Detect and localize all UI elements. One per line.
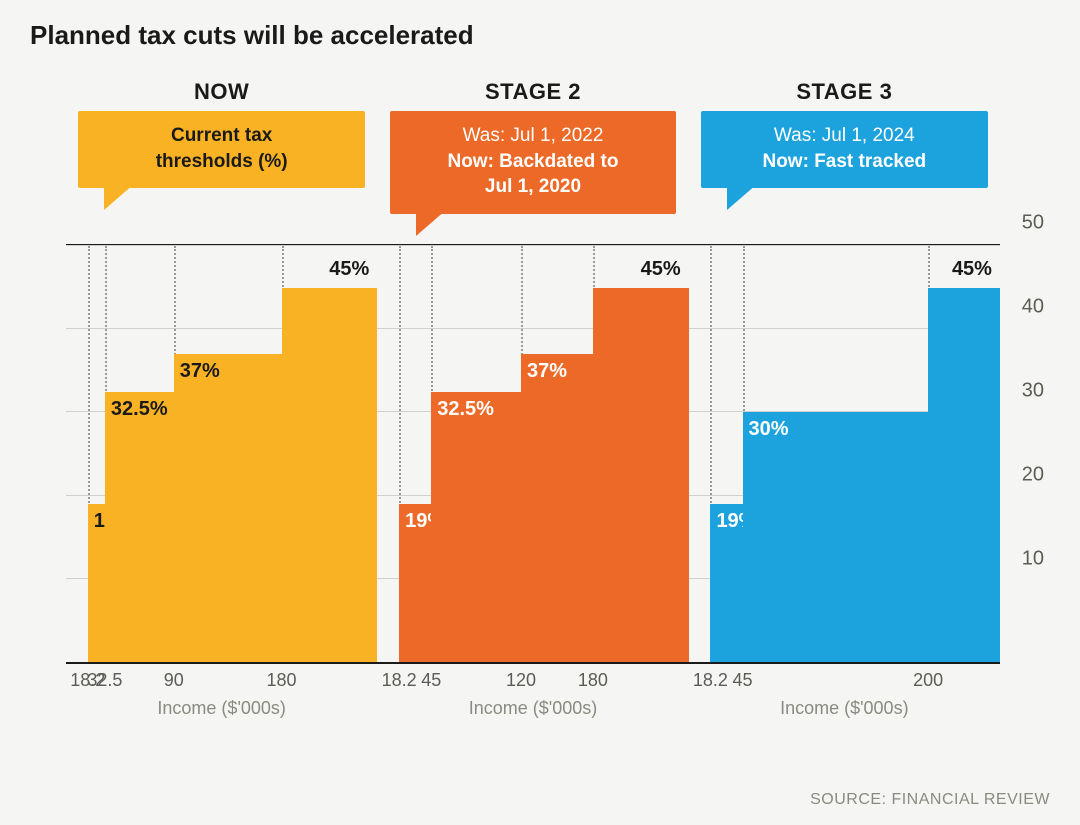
bubble-tail-icon xyxy=(104,184,134,210)
stage-bubble-stage3: Was: Jul 1, 2024Now: Fast tracked xyxy=(701,111,987,188)
x-tick-label: 180 xyxy=(267,670,297,691)
x-tick-label: 90 xyxy=(164,670,184,691)
tax-bracket-bar: 45% xyxy=(593,288,689,662)
x-tick-label: 180 xyxy=(578,670,608,691)
plot-area: 19% 32.5% 37% 45% xyxy=(66,244,377,664)
chart-panels-row: 19%32.5%37%45%18.232.590180Income ($'000… xyxy=(30,244,1050,719)
x-axis-ticks: 18.245 120 180 xyxy=(377,670,688,696)
chart-title: Planned tax cuts will be accelerated xyxy=(30,20,1050,51)
tax-bracket-bar: 30% xyxy=(743,412,929,662)
x-axis-label: Income ($'000s) xyxy=(689,698,1000,719)
x-axis-ticks: 18.232.590180 xyxy=(66,670,377,696)
tax-bracket-bar: 37% xyxy=(174,354,282,662)
x-tick-label: 45 xyxy=(421,670,441,691)
bubble-tail-icon xyxy=(727,184,757,210)
stage-bubble-stage2: Was: Jul 1, 2022Now: Backdated toJul 1, … xyxy=(390,111,676,214)
bar-value-label: 45% xyxy=(641,258,681,281)
plot-area: 19%30%45%1020304050 xyxy=(689,244,1000,664)
stage-column-now: NOW Current taxthresholds (%) xyxy=(66,79,377,214)
stage-header-stage2: STAGE 2 xyxy=(485,79,581,105)
tax-bracket-bar: 45% xyxy=(928,288,1000,662)
x-tick-label: 120 xyxy=(506,670,536,691)
x-tick-label: 45 xyxy=(733,670,753,691)
bar-value-label: 32.5% xyxy=(437,398,494,421)
bar-value-label: 37% xyxy=(180,360,220,383)
tax-bracket-bar: 32.5% xyxy=(431,392,521,662)
bar-value-label: 45% xyxy=(952,258,992,281)
chart-panel-stage3: 19%30%45%102030405018.245200Income ($'00… xyxy=(689,244,1000,719)
y-tick-label: 30 xyxy=(1022,379,1044,402)
gridline xyxy=(66,245,377,246)
x-axis-ticks: 18.245 200 xyxy=(689,670,1000,696)
gridline xyxy=(377,245,688,246)
bar-value-label: 30% xyxy=(749,418,789,441)
stage-header-now: NOW xyxy=(194,79,249,105)
y-tick-label: 50 xyxy=(1022,211,1044,234)
plot-area: 19% 32.5% 37% 45% xyxy=(377,244,688,664)
y-tick-label: 40 xyxy=(1022,295,1044,318)
stage-header-stage3: STAGE 3 xyxy=(796,79,892,105)
y-tick-label: 20 xyxy=(1022,463,1044,486)
x-tick-label: 32.5 xyxy=(87,670,122,691)
tax-bracket-bar: 32.5% xyxy=(105,392,174,662)
x-tick-label: 200 xyxy=(913,670,943,691)
x-axis-label: Income ($'000s) xyxy=(66,698,377,719)
bar-value-label: 45% xyxy=(329,258,369,281)
tax-bracket-bar: 19% xyxy=(88,504,105,662)
stage-column-stage2: STAGE 2 Was: Jul 1, 2022Now: Backdated to… xyxy=(377,79,688,214)
x-tick-label: 18.2 xyxy=(693,670,728,691)
y-tick-label: 10 xyxy=(1022,547,1044,570)
tax-bracket-bar: 19% xyxy=(399,504,431,662)
y-axis-ticks: 1020304050 xyxy=(1004,246,1044,666)
x-axis-label: Income ($'000s) xyxy=(377,698,688,719)
tax-bracket-bar: 37% xyxy=(521,354,593,662)
stage-column-stage3: STAGE 3 Was: Jul 1, 2024Now: Fast tracked xyxy=(689,79,1000,214)
gridline xyxy=(689,245,1000,246)
tax-bracket-bar: 19% xyxy=(710,504,742,662)
chart-panel-now: 19%32.5%37%45%18.232.590180Income ($'000… xyxy=(66,244,377,719)
tax-bracket-bar: 45% xyxy=(282,288,378,662)
stage-bubble-now: Current taxthresholds (%) xyxy=(78,111,364,188)
stage-headers-row: NOW Current taxthresholds (%) STAGE 2 Was: … xyxy=(30,79,1050,214)
bar-value-label: 37% xyxy=(527,360,567,383)
chart-panel-stage2: 19% 32.5% 37% 45% 18.245 120 180 Income ($'000s… xyxy=(377,244,688,719)
x-tick-label: 18.2 xyxy=(382,670,417,691)
bar-value-label: 32.5% xyxy=(111,398,168,421)
source-attribution: SOURCE: FINANCIAL REVIEW xyxy=(810,791,1050,809)
bubble-tail-icon xyxy=(416,210,446,236)
